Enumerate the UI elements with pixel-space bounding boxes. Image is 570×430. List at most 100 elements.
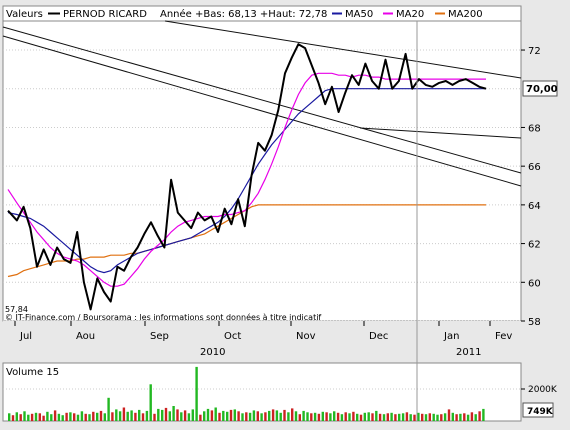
- volume-bar: [191, 409, 194, 421]
- volume-bar: [478, 411, 481, 421]
- volume-bar: [115, 409, 118, 421]
- volume-bar: [222, 410, 225, 421]
- month-label-nov: Nov: [296, 331, 316, 342]
- volume-bar: [310, 413, 313, 421]
- channel-line-middle: [2, 26, 522, 174]
- month-labels: Jul Aou Sep Oct Nov Dec Jan Fev: [14, 321, 512, 342]
- volume-bar: [30, 413, 34, 422]
- volume-bar: [421, 413, 424, 422]
- volume-bar: [241, 413, 244, 421]
- volume-bar: [210, 410, 214, 421]
- volume-bar: [61, 415, 64, 421]
- year-2010: 2010: [200, 347, 225, 358]
- volume-bar: [482, 408, 485, 421]
- channel-line-lower: [359, 127, 522, 139]
- trend-channel: [2, 20, 522, 187]
- last-value-label: 70,00: [526, 84, 558, 95]
- volume-bar: [138, 409, 141, 421]
- volume-bar: [183, 410, 187, 421]
- volume-bar: [382, 414, 386, 421]
- volume-bar: [356, 413, 359, 422]
- volume-bar: [57, 413, 61, 422]
- volume-bar: [134, 412, 137, 421]
- volume-bar: [199, 414, 202, 421]
- volume-bar: [88, 414, 91, 421]
- volume-bar: [398, 413, 401, 422]
- volume-bar: [440, 414, 443, 421]
- volume-bar: [359, 414, 363, 421]
- last-volume-box: [522, 402, 554, 418]
- volume-bar: [424, 414, 428, 421]
- volume-bar: [76, 414, 80, 421]
- volume-bars: [8, 366, 485, 422]
- volume-bar: [84, 413, 87, 422]
- volume-bar: [291, 408, 294, 421]
- volume-bar: [417, 412, 420, 421]
- volume-bar: [42, 415, 45, 421]
- volume-bar: [317, 413, 321, 422]
- volume-bar: [46, 411, 49, 421]
- volume-bar: [187, 413, 191, 421]
- volume-bar: [470, 412, 474, 421]
- volume-bar: [405, 412, 409, 421]
- y-tick-label-3: 64: [528, 201, 541, 212]
- volume-bar: [233, 409, 236, 421]
- volume-bar: [218, 412, 221, 421]
- copyright-text: © IT-Finance.com / Boursorama : les info…: [5, 312, 321, 322]
- volume-bar: [252, 410, 256, 421]
- volume-bar: [149, 384, 152, 421]
- volume-bar: [401, 413, 405, 421]
- stock-name: PERNOD RICARD: [63, 9, 147, 20]
- volume-bar: [53, 410, 57, 421]
- volume-bar: [313, 412, 317, 421]
- volume-bar: [248, 412, 252, 421]
- legend-ma20-label: MA20: [396, 9, 424, 20]
- y-tick-label-5: 68: [528, 123, 541, 134]
- volume-bar: [73, 413, 76, 421]
- volume-bar: [268, 410, 271, 421]
- volume-bar: [436, 414, 439, 421]
- volume-bar: [264, 412, 267, 421]
- volume-bar: [214, 407, 217, 421]
- month-label-oct: Oct: [224, 331, 241, 342]
- valeurs-label: Valeurs: [6, 9, 43, 20]
- volume-bar: [99, 410, 103, 421]
- volume-tick-2000k: 2000K: [528, 385, 558, 395]
- last-volume-label: 749K: [527, 407, 554, 417]
- price-line: [7, 43, 487, 311]
- volume-bar: [325, 412, 328, 421]
- volume-bar: [432, 413, 435, 422]
- volume-bar: [306, 412, 309, 421]
- volume-bar: [348, 413, 351, 421]
- volume-bar: [283, 409, 286, 421]
- volume-bar: [378, 413, 382, 422]
- volume-bar: [279, 412, 282, 421]
- volume-bar: [321, 411, 324, 421]
- volume-bar: [15, 412, 18, 421]
- ma200-line: [7, 204, 486, 278]
- volume-bar: [153, 413, 156, 422]
- volume-bar: [80, 411, 84, 421]
- volume-bar: [237, 411, 240, 421]
- min-marker: 57,84: [5, 305, 28, 314]
- volume-bar: [287, 412, 290, 421]
- y-tick-label-1: 60: [528, 278, 541, 289]
- volume-bar: [386, 413, 389, 421]
- volume-bar: [260, 413, 263, 421]
- volume-bar: [336, 412, 340, 421]
- volume-bar: [333, 411, 336, 421]
- volume-panel: [2, 362, 522, 422]
- volume-bar: [96, 412, 99, 421]
- volume-bar: [375, 410, 378, 421]
- volume-bar: [103, 413, 106, 421]
- year-stats: Année +Bas: 68,13 +Haut: 72,78: [160, 8, 327, 20]
- volume-bar: [118, 411, 122, 421]
- volume-bar: [69, 412, 72, 421]
- volume-bar: [229, 409, 233, 421]
- volume-bar: [122, 407, 126, 421]
- volume-bar: [19, 414, 22, 421]
- volume-bar: [27, 414, 30, 421]
- volume-bar: [443, 413, 447, 421]
- y-tick-label-0: 58: [528, 317, 541, 328]
